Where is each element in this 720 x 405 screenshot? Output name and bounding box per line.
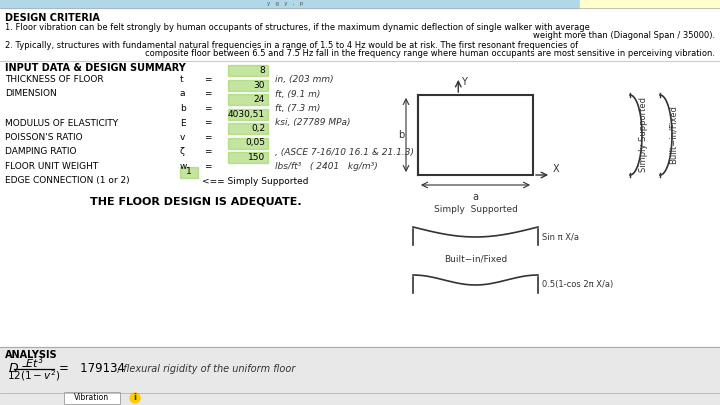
Text: THE FLOOR DESIGN IS ADEQUATE.: THE FLOOR DESIGN IS ADEQUATE. [90,197,302,207]
Text: i: i [133,394,137,403]
Text: 0.5(1-cos 2π X/a): 0.5(1-cos 2π X/a) [542,281,613,290]
Bar [228,79,268,90]
Text: INPUT DATA & DESIGN SUMMARY: INPUT DATA & DESIGN SUMMARY [5,63,186,73]
Text: weight more than (Diagonal Span / 35000).: weight more than (Diagonal Span / 35000)… [533,31,715,40]
Bar [228,65,268,76]
Bar [228,152,268,163]
Text: 1. Floor vibration can be felt strongly by human occupants of structures, if the: 1. Floor vibration can be felt strongly … [5,23,590,32]
Bar [180,166,198,177]
Bar [0,0,580,8]
Text: =: = [204,147,212,156]
Text: Simply Supported: Simply Supported [639,98,647,173]
Text: lbs/ft³   ( 2401   kg/m³): lbs/ft³ ( 2401 kg/m³) [275,162,378,171]
Text: FLOOR UNIT WEIGHT: FLOOR UNIT WEIGHT [5,162,98,171]
Text: =   179134: = 179134 [59,362,125,375]
Text: $Et^3$: $Et^3$ [24,355,43,371]
Bar [228,123,268,134]
Bar [418,95,533,175]
Text: b: b [180,104,186,113]
Text: a: a [180,90,186,98]
Text: 30: 30 [253,81,265,90]
Text: t: t [180,75,184,84]
Text: composite floor between 6.5 and 7.5 Hz fall in the frequency range where human o: composite floor between 6.5 and 7.5 Hz f… [145,49,715,58]
Text: , flexural rigidity of the uniform floor: , flexural rigidity of the uniform floor [117,364,295,374]
Text: ksi, (27789 MPa): ksi, (27789 MPa) [275,119,351,128]
Text: EDGE CONNECTION (1 or 2): EDGE CONNECTION (1 or 2) [5,177,130,185]
Circle shape [130,393,140,403]
Text: =: = [204,104,212,113]
Text: DIMENSION: DIMENSION [5,90,57,98]
Text: $12(1-v^2)$: $12(1-v^2)$ [7,369,60,384]
Text: , (ASCE 7-16/10 16.1 & 21.1.3): , (ASCE 7-16/10 16.1 & 21.1.3) [275,147,414,156]
Text: ζ: ζ [180,147,185,156]
Text: DESIGN CRITERIA: DESIGN CRITERIA [5,13,100,23]
Text: 0,05: 0,05 [245,139,265,147]
Text: y   g   y   ,   p: y g y , p [267,2,303,6]
FancyBboxPatch shape [65,392,120,405]
Text: E: E [180,119,186,128]
Text: in, (203 mm): in, (203 mm) [275,75,333,84]
Text: =: = [204,162,212,171]
Text: 4030,51: 4030,51 [228,109,265,119]
Text: =: = [204,119,212,128]
Text: 1: 1 [186,168,192,177]
Text: DAMPING RATIO: DAMPING RATIO [5,147,76,156]
Text: =: = [204,90,212,98]
Bar [228,138,268,149]
Bar [228,109,268,119]
Text: Built−in/Fixed: Built−in/Fixed [444,255,507,264]
Text: Sin π X/a: Sin π X/a [542,232,579,241]
Text: X: X [553,164,559,174]
Text: Built−in/Fixed: Built−in/Fixed [668,106,678,164]
Text: 150: 150 [248,153,265,162]
Text: w: w [180,162,187,171]
Text: $D=$: $D=$ [8,362,31,375]
Text: ft, (9.1 m): ft, (9.1 m) [275,90,320,98]
Text: 0,2: 0,2 [251,124,265,133]
Bar [228,94,268,105]
Text: THICKNESS OF FLOOR: THICKNESS OF FLOOR [5,75,104,84]
Text: v: v [180,133,185,142]
Text: ft, (7.3 m): ft, (7.3 m) [275,104,320,113]
Text: b: b [397,130,404,140]
Text: Vibration: Vibration [74,394,109,403]
Text: POISSON'S RATIO: POISSON'S RATIO [5,133,83,142]
Text: Simply  Supported: Simply Supported [433,205,518,214]
Text: =: = [204,133,212,142]
Text: 24: 24 [253,95,265,104]
Text: a: a [472,192,479,202]
Text: 8: 8 [259,66,265,75]
Bar [580,0,720,8]
Text: =: = [204,75,212,84]
Text: ANALYSIS: ANALYSIS [5,350,58,360]
Text: <== Simply Supported: <== Simply Supported [202,177,308,185]
Text: Y: Y [462,77,467,87]
Text: 2. Typically, structures with fundamental natural frequencies in a range of 1.5 : 2. Typically, structures with fundamenta… [5,41,578,50]
Text: MODULUS OF ELASTICITY: MODULUS OF ELASTICITY [5,119,118,128]
Bar [0,347,720,405]
